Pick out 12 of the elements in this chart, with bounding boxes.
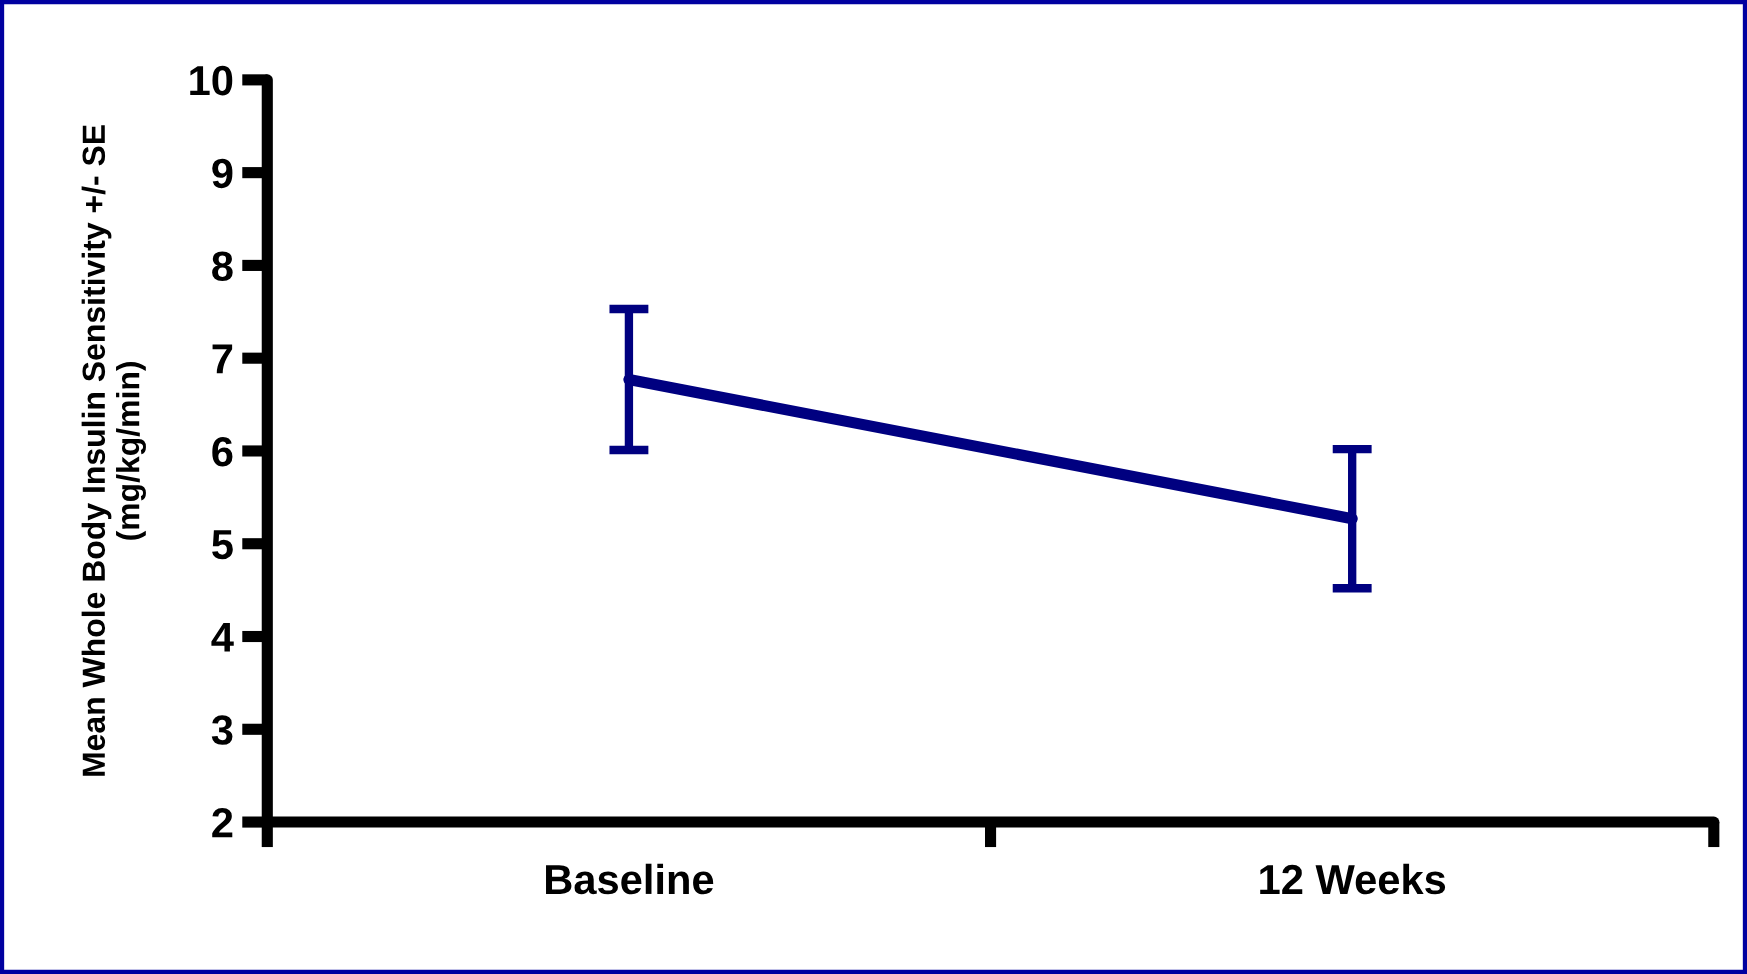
x-tick-label: 12 Weeks — [1260, 863, 1446, 895]
y-tick-label: 10 — [190, 65, 233, 96]
x-tick-label: Baseline — [546, 863, 714, 895]
y-tick-label: 7 — [212, 344, 233, 374]
y-tick-label: 6 — [212, 436, 233, 467]
y-tick-label: 4 — [211, 622, 234, 652]
y-tick-label: 3 — [211, 715, 233, 745]
y-tick-label: 2 — [212, 808, 233, 838]
y-tick-label: 8 — [212, 251, 233, 281]
y-tick-label: 9 — [212, 158, 233, 189]
y-tick-label: 5 — [212, 530, 233, 560]
y-axis-title: Mean Whole Body Insulin Sensitivity +/- SE (mg/kg/min) — [81, 125, 146, 776]
